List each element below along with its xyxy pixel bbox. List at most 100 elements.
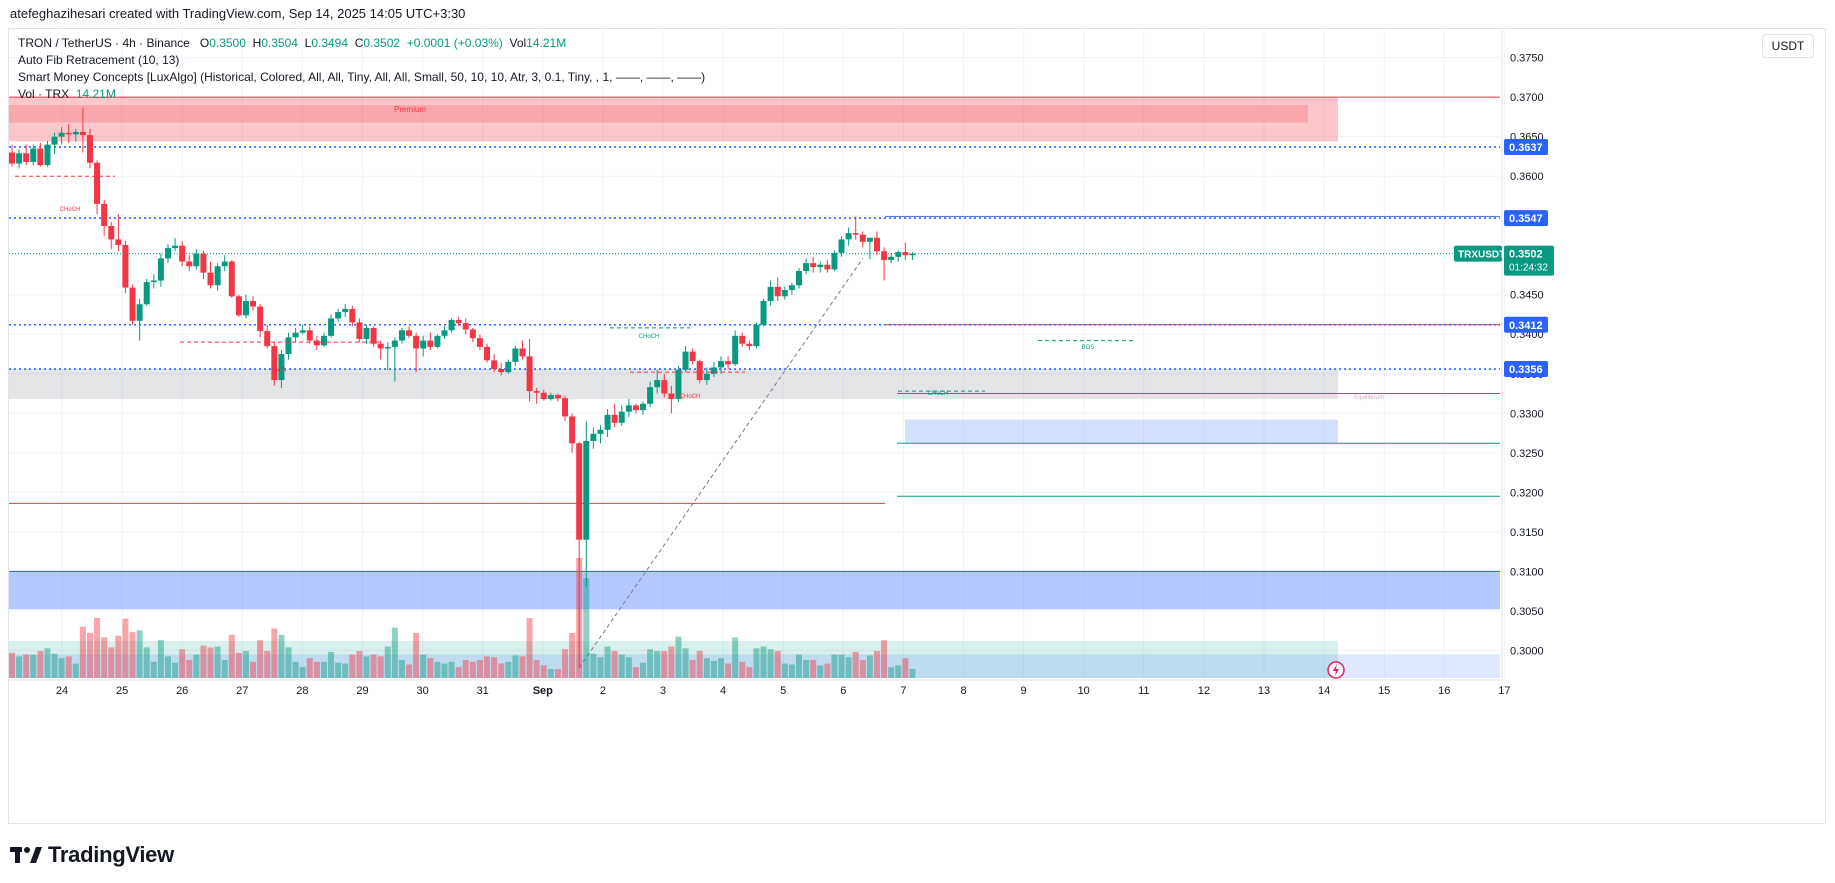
candle-body[interactable] [384,346,391,349]
chart-frame[interactable] [8,28,1826,824]
candle-body[interactable] [881,251,888,260]
legend-indicator-volume[interactable]: Vol · TRX 14.21M [18,86,705,103]
candle-body[interactable] [179,245,186,262]
candle-body[interactable] [845,233,852,240]
currency-selector[interactable]: USDT [1762,34,1814,58]
candle-body[interactable] [569,416,576,444]
candle-body[interactable] [611,414,618,423]
candle-body[interactable] [299,330,306,333]
candle-body[interactable] [193,253,200,267]
legend-indicator-fib[interactable]: Auto Fib Retracement (10, 13) [18,53,180,67]
candle-body[interactable] [902,252,909,256]
candle-body[interactable] [434,335,441,347]
candle-body[interactable] [803,263,810,272]
candle-body[interactable] [108,225,115,240]
candle-body[interactable] [505,361,512,373]
candle-body[interactable] [221,261,228,267]
candle-body[interactable] [810,263,817,268]
candle-body[interactable] [115,239,122,245]
candle-body[interactable] [122,244,129,288]
candle-body[interactable] [597,429,604,434]
candle-body[interactable] [16,153,23,164]
candle-body[interactable] [143,282,150,305]
candle-body[interactable] [760,301,767,325]
candle-body[interactable] [696,361,703,381]
candle-body[interactable] [264,331,271,347]
candle-body[interactable] [512,348,519,362]
candle-body[interactable] [72,131,79,135]
candle-body[interactable] [732,335,739,365]
candle-body[interactable] [250,301,257,307]
candle-body[interactable] [51,136,58,145]
candle-body[interactable] [172,245,179,249]
candle-body[interactable] [278,354,285,381]
candle-body[interactable] [767,286,774,302]
candle-body[interactable] [604,414,611,430]
candle-body[interactable] [292,332,299,338]
candle-body[interactable] [413,335,420,349]
candle-body[interactable] [448,320,455,331]
candle-body[interactable] [824,264,831,270]
candle-body[interactable] [576,443,583,540]
candle-body[interactable] [831,252,838,270]
candle-body[interactable] [313,340,320,346]
candle-body[interactable] [86,135,93,163]
candle-body[interactable] [320,335,327,346]
candle-body[interactable] [498,369,505,373]
candle-body[interactable] [682,351,689,370]
candle-body[interactable] [363,327,370,339]
candle-body[interactable] [101,203,108,226]
candle-body[interactable] [335,312,342,319]
candle-body[interactable] [703,373,710,381]
candle-body[interactable] [9,152,15,164]
candle-body[interactable] [420,340,427,349]
candle-body[interactable] [214,266,221,286]
candle-body[interactable] [58,132,65,137]
candle-body[interactable] [391,340,398,347]
candle-body[interactable] [406,330,413,336]
candle-body[interactable] [441,330,448,336]
candle-body[interactable] [859,234,866,242]
candle-body[interactable] [554,395,561,399]
candle-body[interactable] [739,335,746,344]
candle-body[interactable] [618,411,625,423]
candle-body[interactable] [661,380,668,394]
candle-body[interactable] [491,360,498,370]
candle-body[interactable] [888,256,895,260]
candle-body[interactable] [590,433,597,441]
candle-body[interactable] [44,144,51,166]
candle-body[interactable] [668,393,675,400]
candle-body[interactable] [370,327,377,344]
candle-body[interactable] [675,369,682,400]
candle-body[interactable] [462,323,469,330]
candle-body[interactable] [157,258,164,281]
candle-body[interactable] [753,324,760,347]
candle-body[interactable] [398,330,405,341]
candle-body[interactable] [647,387,654,404]
candle-body[interactable] [235,296,242,316]
candle-body[interactable] [873,237,880,252]
candle-body[interactable] [852,233,859,235]
candle-body[interactable] [632,405,639,411]
legend-ohlc-row[interactable]: TRON / TetherUS · 4h · Binance O0.3500 H… [18,35,705,52]
candle-body[interactable] [186,261,193,267]
candle-body[interactable] [37,148,44,166]
candle-body[interactable] [689,351,696,362]
candle-body[interactable] [200,253,207,273]
candle-body[interactable] [838,239,845,253]
candle-body[interactable] [484,346,491,361]
candle-body[interactable] [774,286,781,297]
candle-body[interactable] [30,148,37,162]
candle-body[interactable] [533,391,540,393]
candle-body[interactable] [306,330,313,341]
candle-body[interactable] [455,320,462,324]
candle-body[interactable] [228,261,235,297]
candle-body[interactable] [242,301,249,316]
candle-body[interactable] [469,329,476,339]
legend-indicator-smc[interactable]: Smart Money Concepts [LuxAlgo] (Historic… [18,70,706,84]
candle-body[interactable] [746,343,753,347]
candle-body[interactable] [150,280,157,283]
candle-body[interactable] [285,337,292,354]
candle-body[interactable] [207,272,214,286]
